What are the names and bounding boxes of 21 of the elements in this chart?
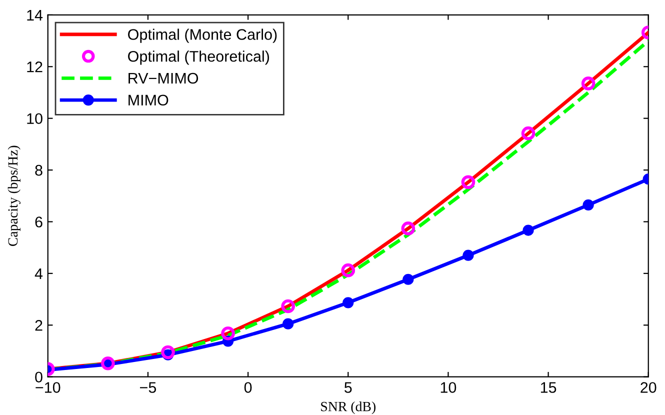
y-tick-label: 10	[27, 113, 42, 124]
legend-label: RV−MIMO	[128, 72, 198, 84]
legend-label: MIMO	[128, 94, 168, 106]
x-tick-label: 0	[244, 382, 252, 393]
y-tick-label: 8	[35, 164, 42, 176]
y-axis-title: Capacity (bps/Hz)	[8, 146, 20, 246]
y-tick-label: 14	[27, 10, 43, 20]
y-tick-label: 0	[35, 372, 42, 383]
x-tick-label: 20	[640, 382, 656, 393]
y-tick-label: 4	[34, 268, 43, 279]
x-tick-label: 15	[540, 382, 556, 393]
legend-label: Optimal (Theoretical)	[128, 50, 270, 65]
y-tick-label: 6	[35, 216, 42, 228]
x-axis-title: SNR (dB)	[321, 401, 376, 414]
x-tick-label: −5	[140, 382, 156, 393]
legend-label: Optimal (Monte Carlo)	[128, 28, 277, 43]
x-tick-label: −10	[36, 382, 60, 393]
x-tick-label: 5	[344, 382, 352, 393]
y-tick-label: 2	[35, 320, 42, 331]
y-tick-label: 12	[27, 62, 42, 72]
x-tick-label: 10	[440, 382, 456, 393]
